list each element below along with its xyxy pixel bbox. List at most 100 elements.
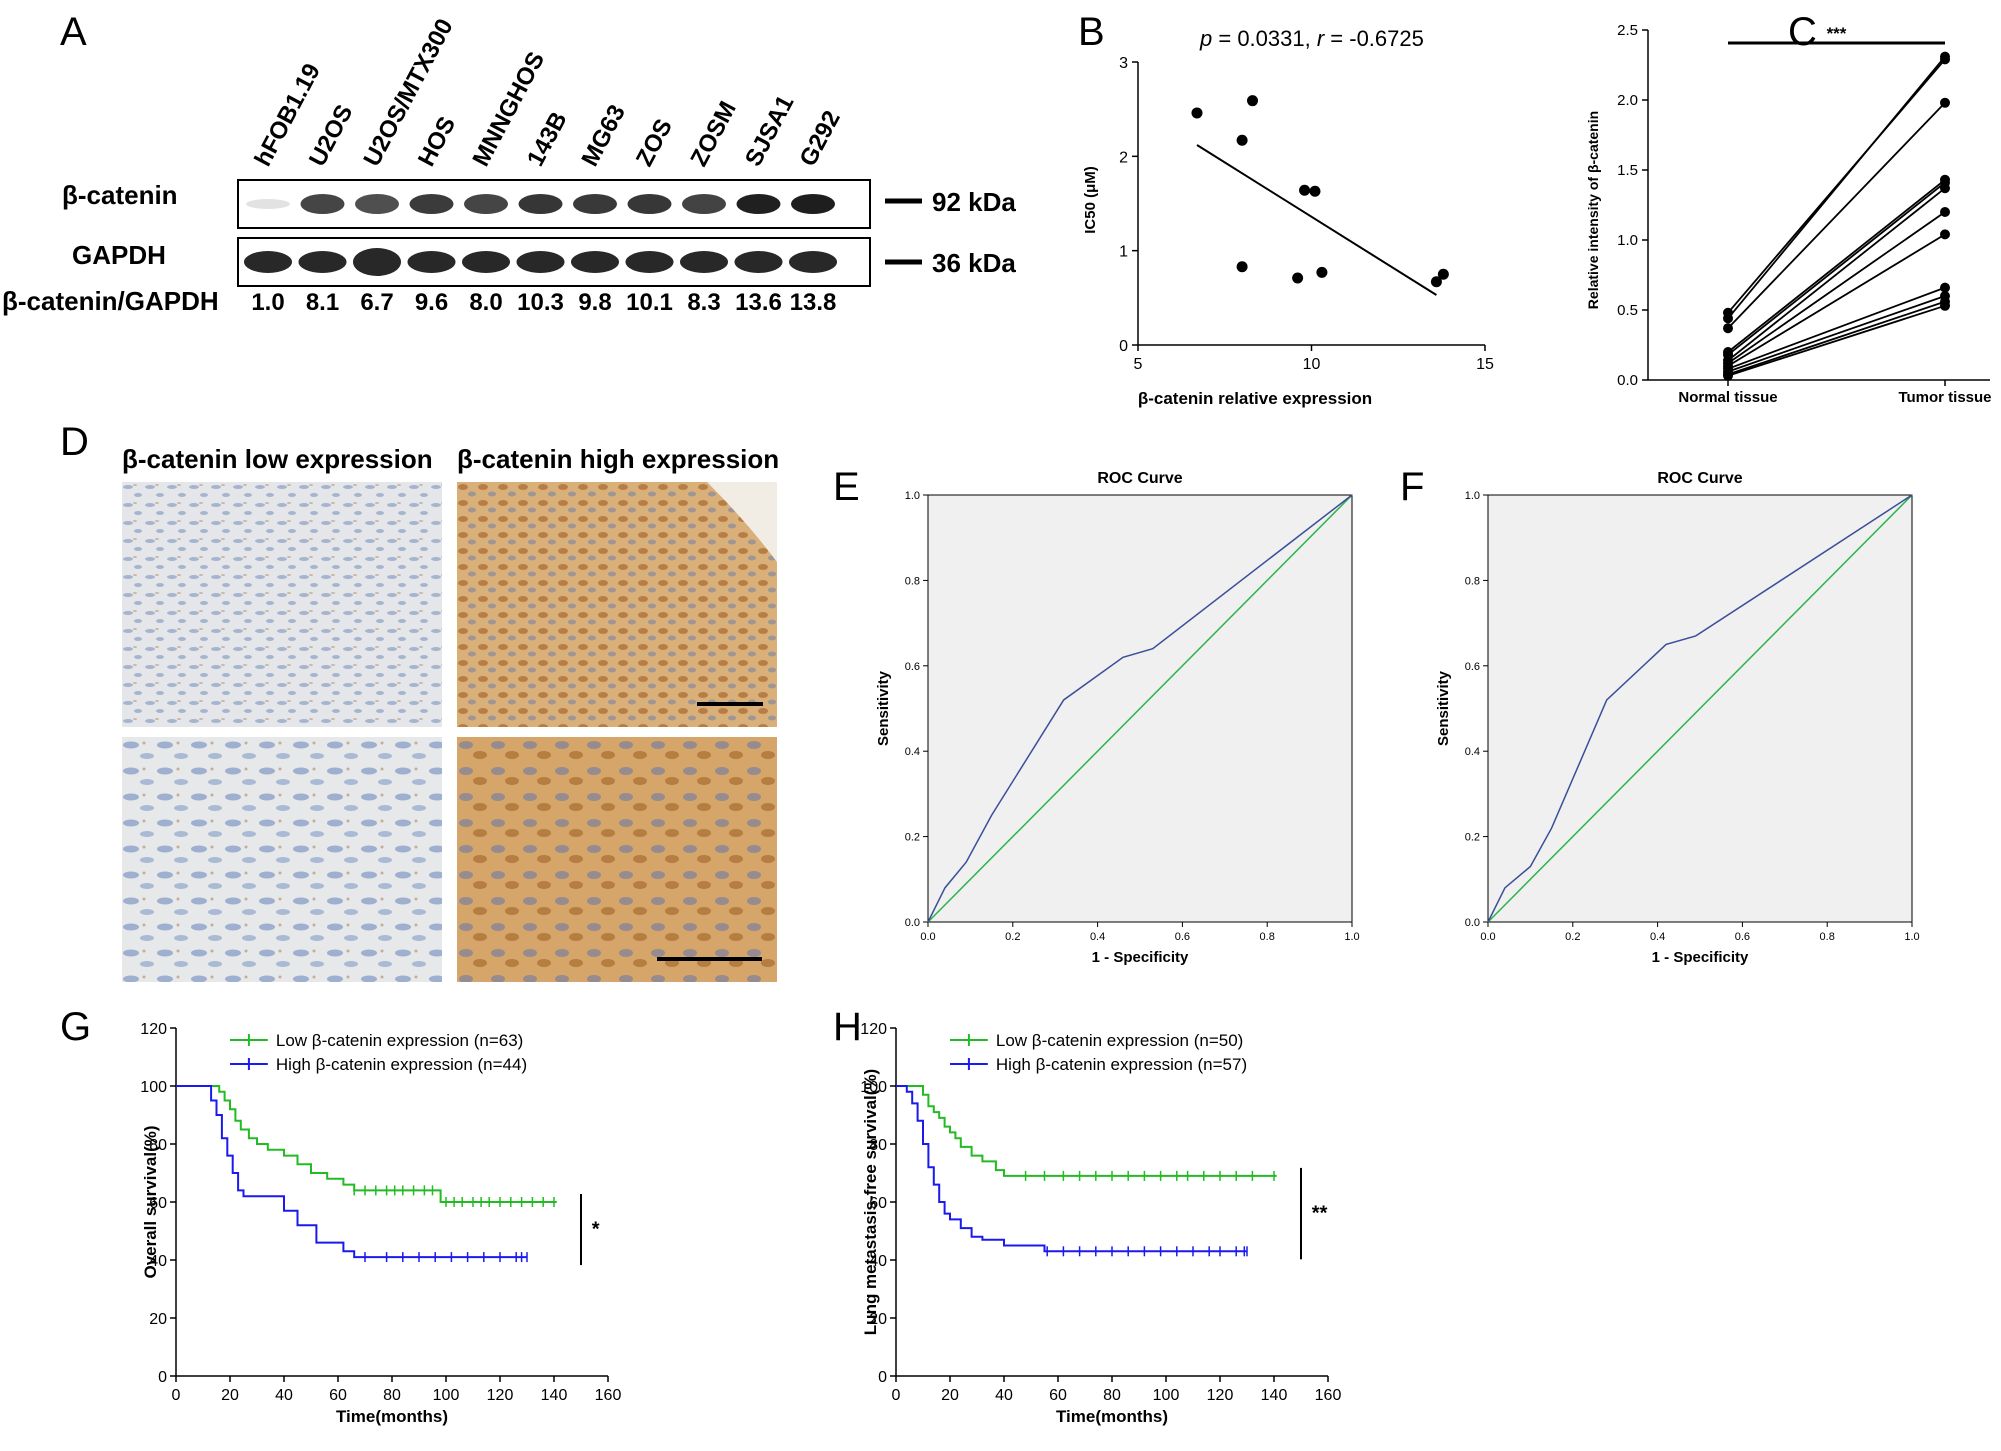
band-beta-catenin (573, 194, 617, 214)
x-tick-label: 120 (487, 1387, 514, 1404)
scatter-point (1309, 185, 1321, 197)
y-axis-label: Lung metastasis-free survival(%) (861, 1069, 880, 1335)
y-tick-label: 60 (869, 1195, 887, 1212)
y-tick-label: 120 (860, 1021, 887, 1038)
legend-label: High β-catenin expression (n=57) (996, 1055, 1247, 1074)
band-gapdh (734, 251, 783, 273)
scatter-point (1236, 261, 1248, 273)
ratio-value: 10.3 (517, 289, 564, 316)
x-axis-label: Time(months) (336, 1407, 448, 1426)
normal-point (1723, 323, 1733, 334)
x-tick-label: 40 (275, 1387, 293, 1404)
y-tick-label: 0.8 (1465, 575, 1480, 587)
y-tick-label-c: 0.5 (1617, 302, 1638, 319)
x-tick-label-c: Tumor tissue (1898, 389, 1991, 406)
paired-line (1727, 211, 1946, 364)
paired-line (1727, 304, 1946, 377)
x-tick-label: 100 (433, 1387, 460, 1404)
legend-label: Low β-catenin expression (n=63) (276, 1031, 523, 1050)
normal-point (1723, 313, 1733, 324)
marker-label-92: 92 kDa (932, 187, 1016, 217)
survival-chart-overall: 0 20 40 60 80 100 120 140 160 0 20 40 60 80 100 120 Low … (140, 1021, 621, 1426)
r-value: = -0.6725 (1324, 26, 1424, 51)
x-tick-label: 0.4 (1650, 931, 1665, 943)
scatter-point (1191, 107, 1203, 119)
paired-line-chart: 0.0 0.5 1.0 1.5 2.0 2.5 Normal tissue Tumor tis… (1585, 22, 1992, 406)
panel-label-b: B (1078, 10, 1105, 54)
x-tick-label-c: Normal tissue (1678, 389, 1777, 406)
y-tick-label-c: 0.0 (1617, 372, 1638, 389)
panel-label-d: D (60, 420, 89, 464)
y-tick-label: 1.0 (905, 490, 920, 502)
x-tick-label-b: 10 (1303, 356, 1321, 373)
x-tick-label: 120 (1207, 1387, 1234, 1404)
lane-label: SJSA1 (740, 91, 800, 171)
roc-curve (927, 494, 1353, 923)
panel-label-c: C (1788, 10, 1817, 54)
y-tick-label-c: 1.0 (1617, 232, 1638, 249)
marker-label-36: 36 kDa (932, 248, 1016, 278)
band-gapdh (353, 248, 401, 276)
ratio-value: 1.0 (251, 289, 284, 316)
y-tick-label: 1.0 (1465, 490, 1480, 502)
y-axis-label: Sensitivity (875, 670, 892, 746)
ihc-high-expression-high-magnification (457, 737, 777, 982)
scatter-point (1292, 272, 1304, 284)
scatter-chart-ic50: p = 0.0331, r = -0.6725 5 10 15 0 1 2 3 β-cate… (1082, 26, 1494, 408)
y-tick-label-b: 2 (1119, 149, 1128, 166)
x-axis-label-b: β-catenin relative expression (1138, 389, 1372, 408)
roc-chart-f: ROC Curve 0.00.0 0.2 0.2 0.4 0.4 0.6 0.6 0.8 0.8 1… (1435, 470, 1920, 966)
y-tick-label-b: 3 (1119, 55, 1128, 72)
tumor-point (1940, 97, 1950, 108)
correlation-annotation: p = 0.0331, r = -0.6725 (1199, 26, 1424, 51)
scatter-point (1316, 266, 1328, 278)
y-tick-label: 40 (149, 1253, 167, 1270)
x-tick-label: 0.6 (1175, 931, 1190, 943)
p-value: = 0.0331, (1212, 26, 1317, 51)
roc-reference-line (1487, 494, 1913, 923)
y-tick-label-b: 0 (1119, 338, 1128, 355)
tumor-point (1940, 183, 1950, 194)
significance-stars: * (592, 1219, 600, 1241)
tumor-point (1940, 300, 1950, 311)
band-gapdh (407, 251, 456, 273)
y-tick-label-c: 2.5 (1617, 22, 1638, 39)
roc-chart-e: ROC Curve 0.00.0 0.2 0.2 0.4 0.4 0.6 0.6 0.8 0.8 1… (875, 470, 1360, 966)
blot-bands (244, 194, 837, 276)
survival-curve-low (176, 1085, 557, 1203)
roc-reference-line (927, 494, 1353, 923)
y-axis-label-b: IC50 (μM) (1082, 166, 1099, 234)
band-beta-catenin (300, 194, 345, 214)
x-tick-label: 0.4 (1090, 931, 1105, 943)
ihc-high-expression-low-magnification (457, 482, 777, 727)
x-axis-label: 1 - Specificity (1092, 949, 1189, 966)
significance-stars: ** (1312, 1203, 1328, 1225)
regression-line (1196, 144, 1437, 296)
ihc-low-title: β-catenin low expression (122, 444, 433, 474)
ratio-value: 9.8 (578, 289, 611, 316)
band-beta-catenin (518, 194, 563, 214)
y-tick-label: 0.0 (905, 917, 920, 929)
x-tick-label: 0.2 (1565, 931, 1580, 943)
x-tick-label: 140 (1261, 1387, 1288, 1404)
ratio-value: 8.1 (306, 289, 339, 316)
ihc-low-expression-high-magnification (122, 737, 442, 982)
ihc-low-expression-low-magnification (122, 482, 442, 727)
ratio-row-label: β-catenin/GAPDH (2, 286, 219, 316)
x-tick-label-b: 5 (1134, 356, 1143, 373)
legend-label: Low β-catenin expression (n=50) (996, 1031, 1243, 1050)
paired-line (1727, 181, 1946, 356)
y-tick-label: 60 (149, 1195, 167, 1212)
y-tick-label: 20 (869, 1311, 887, 1328)
y-tick-label: 0.2 (1465, 832, 1480, 844)
ratio-value: 6.7 (360, 289, 393, 316)
scatter-point (1236, 134, 1248, 146)
y-tick-label: 0.4 (1465, 746, 1480, 758)
x-tick-label: 0.0 (920, 931, 935, 943)
y-tick-label: 100 (860, 1079, 887, 1096)
scatter-point (1437, 268, 1449, 280)
row-label-gapdh: GAPDH (72, 240, 166, 270)
paired-line (1727, 102, 1946, 329)
x-tick-label: 0.0 (1480, 931, 1495, 943)
